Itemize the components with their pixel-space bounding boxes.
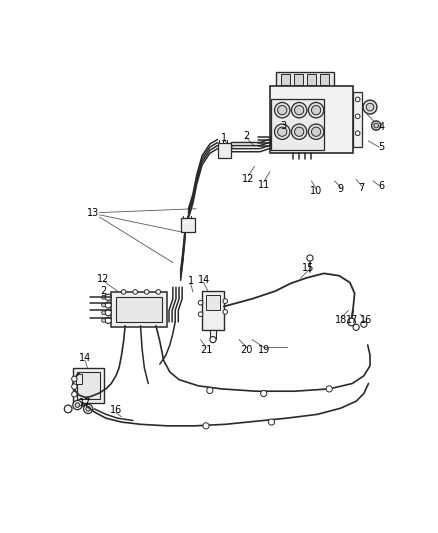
Circle shape [311, 106, 321, 115]
Text: 11: 11 [258, 180, 270, 190]
Text: 20: 20 [240, 345, 253, 354]
Text: 4: 4 [378, 122, 385, 132]
Text: 13: 13 [87, 207, 99, 217]
Text: 14: 14 [79, 353, 91, 363]
Text: 3: 3 [280, 120, 286, 131]
Circle shape [261, 391, 267, 397]
Circle shape [268, 419, 275, 425]
Bar [307, 74, 316, 85]
Circle shape [102, 295, 106, 299]
Circle shape [121, 289, 126, 294]
Circle shape [64, 405, 72, 413]
Bar [77, 372, 100, 399]
Bar [181, 218, 195, 232]
Circle shape [355, 97, 360, 102]
Bar [73, 368, 103, 403]
Circle shape [133, 289, 138, 294]
Circle shape [105, 294, 111, 301]
Text: 5: 5 [378, 142, 385, 152]
Text: 16: 16 [360, 316, 372, 325]
Circle shape [353, 324, 359, 330]
Circle shape [278, 106, 287, 115]
Circle shape [355, 131, 360, 135]
Circle shape [198, 312, 203, 317]
Text: 21: 21 [200, 345, 212, 354]
Bar [116, 296, 162, 322]
Circle shape [203, 423, 209, 429]
Circle shape [275, 124, 290, 140]
Circle shape [363, 100, 377, 114]
Bar [320, 74, 329, 85]
Bar [111, 292, 167, 327]
Circle shape [348, 318, 355, 326]
Circle shape [105, 317, 111, 324]
Bar [206, 295, 220, 310]
Circle shape [291, 102, 307, 118]
Circle shape [223, 310, 228, 314]
Circle shape [307, 255, 313, 261]
Bar [270, 85, 353, 154]
Text: 9: 9 [338, 184, 344, 195]
Bar [76, 374, 82, 384]
Text: 7: 7 [358, 183, 365, 193]
Circle shape [294, 127, 304, 136]
Text: 17: 17 [346, 316, 358, 325]
Circle shape [102, 303, 106, 307]
Circle shape [308, 102, 324, 118]
Text: 17: 17 [79, 398, 91, 408]
Text: 10: 10 [310, 186, 322, 196]
Circle shape [75, 403, 80, 407]
Bar [218, 142, 231, 158]
Circle shape [145, 289, 149, 294]
Circle shape [291, 124, 307, 140]
Circle shape [278, 127, 287, 136]
Text: 12: 12 [242, 174, 254, 184]
Circle shape [72, 384, 77, 389]
Text: 19: 19 [258, 345, 270, 354]
Text: 1: 1 [187, 276, 194, 286]
Circle shape [72, 376, 77, 382]
Circle shape [374, 123, 378, 128]
Circle shape [102, 318, 106, 322]
Text: 1: 1 [221, 133, 227, 143]
Circle shape [366, 103, 374, 111]
Text: 14: 14 [198, 276, 210, 285]
Bar [353, 92, 362, 147]
Circle shape [207, 387, 213, 393]
Circle shape [86, 407, 91, 411]
Bar [210, 329, 216, 339]
Text: 12: 12 [97, 274, 110, 284]
Circle shape [311, 127, 321, 136]
Bar [276, 71, 334, 87]
Circle shape [371, 121, 381, 130]
Bar [202, 291, 224, 329]
Circle shape [210, 336, 216, 343]
Circle shape [102, 311, 106, 314]
Circle shape [275, 102, 290, 118]
Text: 2: 2 [244, 131, 250, 141]
Text: 16: 16 [110, 406, 122, 415]
Circle shape [361, 321, 367, 327]
Text: 18: 18 [335, 316, 347, 325]
Bar [272, 99, 324, 150]
Circle shape [355, 114, 360, 119]
Text: 6: 6 [378, 181, 385, 191]
Circle shape [73, 400, 82, 410]
Circle shape [326, 386, 332, 392]
Circle shape [156, 289, 161, 294]
Circle shape [105, 302, 111, 308]
Circle shape [72, 392, 77, 397]
Bar [281, 74, 290, 85]
Bar [294, 74, 303, 85]
Circle shape [294, 106, 304, 115]
Circle shape [308, 124, 324, 140]
Circle shape [105, 310, 111, 316]
Text: 2: 2 [100, 286, 107, 296]
Text: 15: 15 [302, 263, 314, 273]
Circle shape [223, 299, 228, 303]
Circle shape [84, 405, 93, 414]
Circle shape [198, 301, 203, 305]
